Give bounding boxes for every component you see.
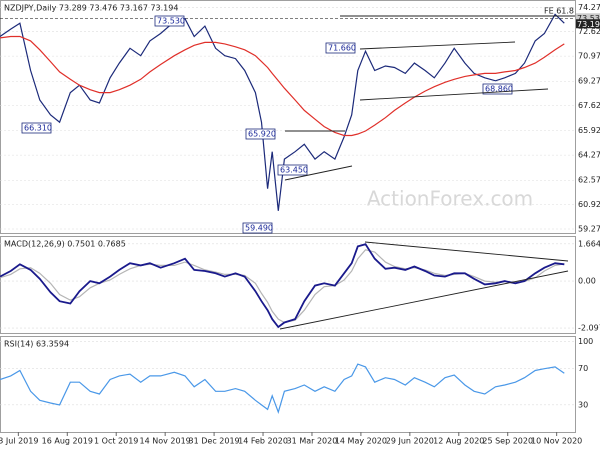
axis-marker-box xyxy=(576,13,600,23)
x-tick-label: 25 Sep 2020 xyxy=(482,437,533,446)
y-tick-label: 72.620 xyxy=(578,27,600,36)
annotation-box xyxy=(154,15,185,27)
fe-label: FE 61.8 xyxy=(544,7,574,16)
x-tick-label: 14 Nov 2019 xyxy=(140,437,191,446)
y-tick-label: 64.270 xyxy=(578,151,600,160)
y-tick-label: 0.00 xyxy=(578,277,596,286)
x-tick-label: 14 May 2020 xyxy=(335,437,387,446)
annotation-box xyxy=(245,128,276,140)
panel-title: NZDJPY,Daily 73.289 73.476 73.167 73.194 xyxy=(4,4,178,13)
axis-marker: 73.194 xyxy=(577,20,600,29)
y-tick-label: 60.920 xyxy=(578,200,600,209)
series-line xyxy=(0,35,565,137)
axis-marker-box xyxy=(576,19,600,29)
panel-title: RSI(14) 63.3594 xyxy=(4,340,69,349)
y-tick-label: 100 xyxy=(578,337,593,346)
x-tick-label: 29 Jun 2020 xyxy=(386,437,434,446)
x-tick-label: 14 Feb 2020 xyxy=(238,437,288,446)
axis-marker: 73.530 xyxy=(577,14,600,23)
y-tick-label: 59.270 xyxy=(578,225,600,234)
annotation: 59.490 xyxy=(245,224,273,233)
y-tick-label: -2.0978 xyxy=(578,324,600,333)
series-line xyxy=(0,13,565,211)
y-tick-label: 67.620 xyxy=(578,101,600,110)
annotation-box xyxy=(277,164,308,176)
price-panel xyxy=(0,0,576,234)
x-tick-label: 16 Aug 2019 xyxy=(42,437,93,446)
series-line xyxy=(0,363,565,414)
y-tick-label: 30 xyxy=(578,400,588,409)
annotation-box xyxy=(21,122,52,134)
x-tick-label: 31 Dec 2019 xyxy=(189,437,240,446)
macd-trend xyxy=(364,241,569,262)
annotation: 66.310 xyxy=(24,124,52,133)
annotation: 73.530 xyxy=(157,17,185,26)
annotation-box xyxy=(482,83,513,95)
macd-trend xyxy=(279,270,569,330)
y-tick-label: 65.920 xyxy=(578,126,600,135)
y-tick-label: 1.6647 xyxy=(578,239,600,248)
trend-line xyxy=(359,41,516,50)
x-tick-label: 3 Jul 2019 xyxy=(0,437,38,446)
annotation-box xyxy=(325,42,356,54)
rsi-panel xyxy=(0,336,576,433)
trend-lines xyxy=(279,15,575,330)
x-tick-label: 1 Oct 2019 xyxy=(94,437,138,446)
y-tick-label: 70 xyxy=(578,364,588,373)
annotation: 68.860 xyxy=(485,85,513,94)
x-tick-label: 31 Mar 2020 xyxy=(287,437,338,446)
y-tick-label: 62.570 xyxy=(578,176,600,185)
annotation-box xyxy=(242,222,273,234)
watermark: ActionForex.com xyxy=(367,187,533,211)
trend-line xyxy=(284,165,353,181)
panel-title: MACD(12,26,9) 0.7501 0.7685 xyxy=(4,240,126,249)
x-tick-label: 10 Nov 2020 xyxy=(531,437,582,446)
y-tick-label: 70.970 xyxy=(578,52,600,61)
series-line xyxy=(0,243,565,329)
x-tick-label: 12 Aug 2020 xyxy=(433,437,484,446)
annotation: 65.920 xyxy=(248,130,276,139)
trend-line xyxy=(359,88,549,101)
y-tick-label: 74.270 xyxy=(578,3,600,12)
y-tick-label: 69.270 xyxy=(578,77,600,86)
annotation: 71.660 xyxy=(328,44,356,53)
annotation: 63.450 xyxy=(280,166,308,175)
